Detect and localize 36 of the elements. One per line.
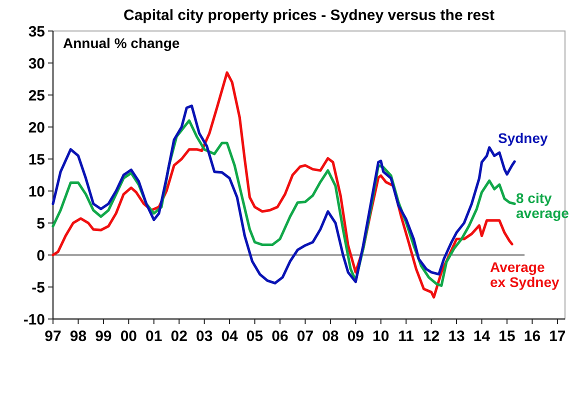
x-tick-label: 04 [221, 328, 239, 345]
x-tick-label: 15 [498, 328, 516, 345]
x-tick-label: 03 [196, 328, 213, 345]
y-tick-label: 25 [28, 87, 45, 104]
y-tick-label: 20 [28, 119, 45, 136]
chart-title: Capital city property prices - Sydney versus the rest [124, 7, 494, 24]
series-label: Sydney [498, 130, 548, 146]
series-label: Average ex Sydney [490, 259, 560, 290]
y-tick-label: 0 [36, 247, 45, 264]
x-tick-label: 07 [296, 328, 314, 345]
x-tick-label: 01 [146, 328, 162, 345]
x-tick-label: 98 [70, 328, 87, 345]
series-label: 8 city average [516, 190, 570, 221]
x-tick-label: 14 [473, 328, 491, 345]
x-tick-label: 17 [549, 328, 566, 345]
y-axis-title: Annual % change [63, 35, 180, 51]
x-tick-label: 05 [246, 328, 264, 345]
y-tick-label: -5 [32, 279, 45, 296]
y-tick-label: 35 [28, 23, 45, 40]
x-tick-label: 02 [170, 328, 188, 345]
x-tick-label: 06 [272, 328, 288, 345]
x-tick-label: 11 [398, 328, 414, 345]
y-tick-label: 30 [28, 55, 45, 72]
x-tick-label: 00 [120, 328, 138, 345]
x-tick-label: 97 [44, 328, 62, 345]
y-tick-label: 15 [28, 151, 45, 168]
x-tick-label: 10 [372, 328, 390, 345]
y-tick-label: 5 [36, 215, 45, 232]
y-tick-label: -10 [23, 311, 45, 328]
x-tick-label: 12 [422, 328, 440, 345]
x-tick-label: 16 [524, 328, 541, 345]
x-tick-label: 99 [95, 328, 112, 345]
y-tick-label: 10 [28, 183, 45, 200]
x-tick-label: 13 [448, 328, 465, 345]
x-tick-label: 09 [347, 328, 364, 345]
x-tick-label: 08 [322, 328, 339, 345]
